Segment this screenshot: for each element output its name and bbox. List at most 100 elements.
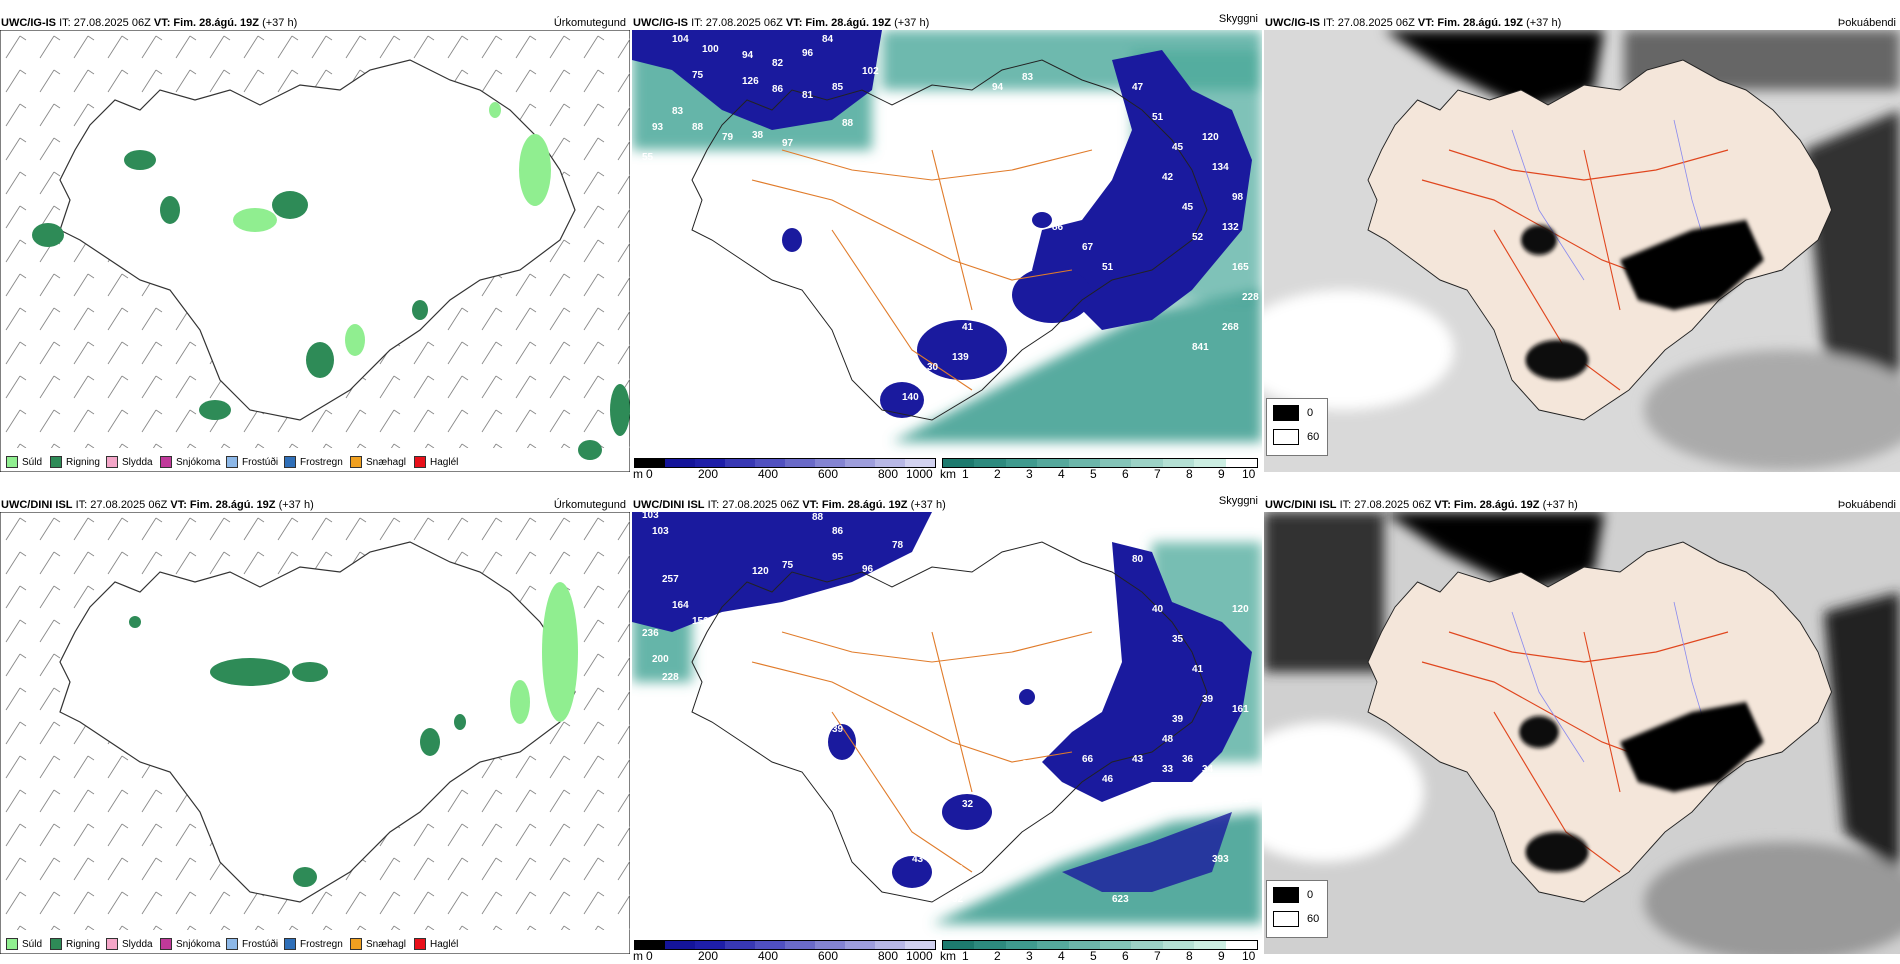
visibility-value-label: 86: [832, 526, 844, 537]
fog-swatch-black: [1273, 887, 1299, 904]
visibility-value-label: 48: [1162, 734, 1174, 745]
legend-item-freezing-drizzle: Frostúði: [226, 938, 278, 952]
vis-tick: 3: [1026, 949, 1033, 963]
vis-tick: 4: [1058, 949, 1065, 963]
fog-legend: 0 60: [1266, 880, 1328, 938]
legend-swatch: [50, 456, 62, 469]
legend-item-rain: Rigning: [50, 456, 100, 470]
legend-label: Súld: [22, 939, 43, 950]
visibility-value-label: 35: [1172, 634, 1184, 645]
visibility-value-label: 30: [927, 362, 939, 373]
visibility-value-label: 75: [692, 70, 704, 81]
fog-map[interactable]: [1264, 30, 1900, 472]
legend-label: Frostregn: [300, 457, 343, 468]
visibility-value-label: 16: [952, 864, 964, 875]
visibility-value-label: 43: [912, 854, 924, 865]
fog-map[interactable]: [1264, 512, 1900, 954]
visibility-value-label: 94: [742, 50, 754, 61]
visibility-value-label: 164: [672, 600, 689, 611]
lead-time: (+37 h): [910, 499, 946, 511]
visibility-value-label: 120: [892, 632, 909, 643]
height-tick: 0: [646, 949, 653, 963]
visibility-value-label: 80: [1132, 554, 1144, 565]
init-time: IT: 27.08.2025 06Z: [1323, 17, 1415, 29]
visibility-value-label: 41: [1192, 664, 1204, 675]
legend-swatch: [6, 456, 18, 469]
valid-label: VT:: [170, 499, 187, 511]
legend-swatch: [226, 938, 238, 951]
precip-map[interactable]: [0, 30, 630, 472]
visibility-value-label: 34: [1202, 764, 1214, 775]
visibility-value-label: 85: [1002, 739, 1014, 750]
legend-label: Haglél: [430, 457, 459, 468]
legend-item-freezing-rain: Frostregn: [284, 456, 343, 470]
fog-swatch-white: [1273, 911, 1299, 928]
visibility-value-label: 51: [1102, 262, 1114, 273]
vis-tick: 10: [1242, 949, 1256, 963]
legend-swatch: [160, 938, 172, 951]
vis-tick: 6: [1122, 949, 1129, 963]
model-name: UWC/DINI ISL: [1265, 499, 1337, 511]
legend-swatch: [284, 456, 296, 469]
init-time: IT: 27.08.2025 06Z: [75, 499, 168, 511]
visibility-value-label: 236: [642, 628, 659, 639]
visibility-value-label: 32: [952, 894, 964, 905]
visibility-value-label: 96: [802, 48, 814, 59]
fog-high-label: 60: [1307, 431, 1320, 443]
visibility-value-label: 165: [1232, 262, 1249, 273]
panel-header: UWC/IG-IS IT: 27.08.2025 06Z VT: Fim. 28…: [0, 12, 630, 30]
panel-precip-bottom: UWC/DINI ISL IT: 27.08.2025 06Z VT: Fim.…: [0, 494, 630, 954]
visibility-value-label: 100: [702, 44, 719, 55]
visibility-value-label: 32: [962, 799, 974, 810]
visibility-value-label: 83: [1022, 72, 1034, 83]
visibility-value-label: 105: [852, 632, 869, 643]
panel-header: UWC/IG-IS IT: 27.08.2025 06Z VT: Fim. 28…: [1264, 12, 1900, 30]
valid-label: VT:: [153, 17, 171, 29]
legend-swatch: [350, 938, 362, 951]
legend-item-snow: Snjókoma: [160, 456, 220, 470]
legend-swatch: [414, 938, 426, 951]
legend-label: Súld: [22, 457, 43, 468]
panel-precip-top: UWC/IG-IS IT: 27.08.2025 06Z VT: Fim. 28…: [0, 12, 630, 472]
visibility-value-label: 160: [732, 644, 749, 655]
legend-label: Frostúði: [242, 457, 279, 468]
panel-fog-bottom: UWC/DINI ISL IT: 27.08.2025 06Z VT: Fim.…: [1264, 494, 1900, 954]
vis-tick: 2: [994, 949, 1001, 963]
visibility-value-label: 88: [692, 122, 704, 133]
visibility-value-label: 108: [712, 628, 729, 639]
model-name: UWC/IG-IS: [1265, 17, 1320, 29]
visibility-value-label: 86: [772, 84, 784, 95]
height-tick: 800: [878, 467, 899, 481]
panel-visibility-bottom: UWC/DINI ISL IT: 27.08.2025 06Z VT: Fim.…: [632, 494, 1262, 963]
panel-title: Skyggni: [1218, 13, 1258, 25]
height-tick: 400: [758, 949, 779, 963]
legend-item-snow-pellets: Snæhagl: [350, 938, 406, 952]
visibility-value-label: 78: [892, 540, 904, 551]
precip-map[interactable]: [0, 512, 630, 954]
height-tick: 200: [698, 949, 719, 963]
visibility-value-label: 841: [1192, 342, 1209, 353]
legend-swatch: [106, 456, 118, 469]
init-time: IT: 27.08.2025 06Z: [1339, 499, 1432, 511]
vis-tick: 5: [1090, 949, 1097, 963]
legend-label: Snjókoma: [176, 939, 221, 950]
visibility-map[interactable]: 104 100 94 82 96 84 75 126 86 81 85 102 83 88 79 38 97 88…: [632, 30, 1262, 472]
visibility-value-label: 161: [1232, 704, 1249, 715]
legend-label: Frostúði: [242, 939, 279, 950]
fog-legend-high: 60: [1273, 429, 1320, 446]
visibility-value-label: 120: [1202, 132, 1219, 143]
legend-label: Haglél: [430, 939, 459, 950]
visibility-value-label: 98: [1232, 192, 1244, 203]
visibility-unit: km: [940, 949, 956, 963]
lead-time: (+37 h): [1542, 499, 1578, 511]
visibility-value-label: 120: [1232, 604, 1249, 615]
visibility-value-label: 42: [1162, 172, 1174, 183]
height-tick: 600: [818, 467, 839, 481]
legend-item-snow-pellets: Snæhagl: [350, 456, 406, 470]
valid-time: Fim. 28.ágú. 19Z: [821, 499, 908, 511]
visibility-value-label: 104: [672, 34, 689, 45]
visibility-value-label: 85: [832, 82, 844, 93]
legend-item-sleet: Slydda: [106, 456, 153, 470]
legend-item-drizzle: Súld: [6, 456, 42, 470]
